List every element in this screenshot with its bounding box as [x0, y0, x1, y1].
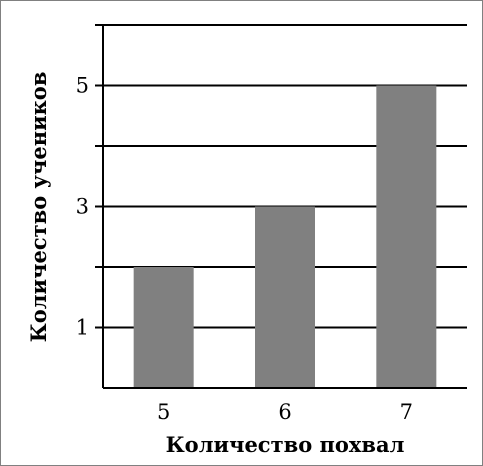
x-tick-label: 7: [400, 400, 413, 424]
x-axis-title: Количество похвал: [166, 432, 405, 457]
y-tick-labels: 1 3 5: [76, 74, 89, 340]
bar-6: [255, 206, 315, 388]
x-tick-labels: 5 6 7: [157, 400, 413, 424]
bar-5: [133, 267, 194, 388]
bars: [133, 85, 437, 388]
y-tick-label: 1: [76, 316, 89, 340]
y-tick-label: 3: [76, 195, 89, 219]
bar-7: [376, 85, 437, 388]
x-tick-label: 6: [278, 400, 291, 424]
y-axis-title: Количество учеников: [26, 72, 51, 343]
x-tick-label: 5: [157, 400, 170, 424]
y-tick-label: 5: [76, 74, 89, 98]
